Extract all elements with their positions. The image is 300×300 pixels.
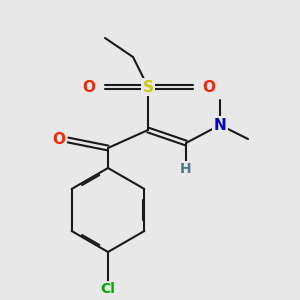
Text: O: O xyxy=(202,80,215,94)
Text: S: S xyxy=(142,80,154,94)
Text: H: H xyxy=(180,162,192,176)
Text: N: N xyxy=(214,118,226,133)
Text: O: O xyxy=(52,133,65,148)
Text: O: O xyxy=(82,80,95,94)
Text: Cl: Cl xyxy=(100,282,116,296)
